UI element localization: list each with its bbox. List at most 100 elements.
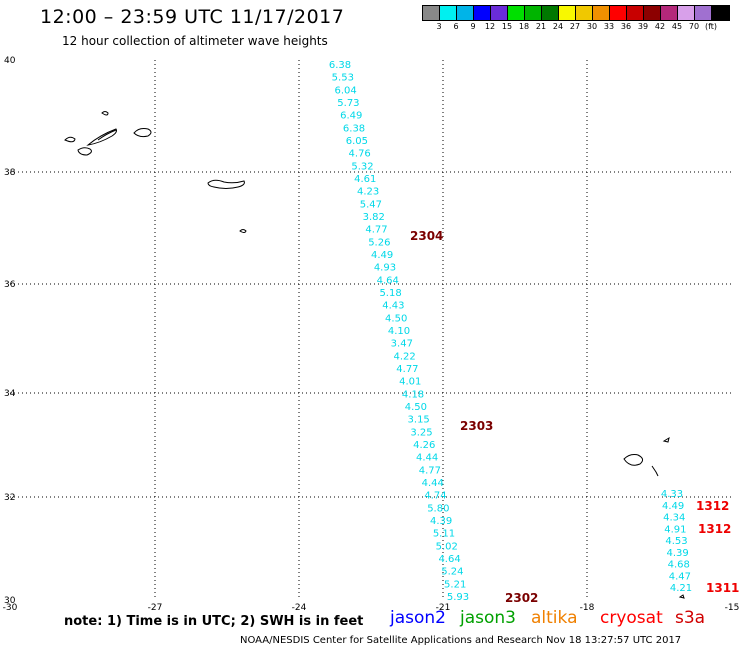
wave-height-label: 5.32: [351, 161, 373, 172]
legend-label: 45: [671, 22, 683, 31]
legend-swatch: [457, 6, 474, 20]
island-faial: [77, 147, 92, 156]
legend-label: 3: [436, 22, 442, 31]
island-porto-santo: [662, 436, 670, 443]
longitude-tick-label: -21: [436, 603, 451, 613]
footer-note: note: 1) Time is in UTC; 2) SWH is in fe…: [64, 614, 364, 629]
island-terceira: [133, 128, 152, 138]
wave-height-label: 4.44: [422, 478, 444, 489]
pass-time-label: 2304: [410, 229, 443, 243]
wave-height-label: 4.53: [665, 536, 687, 547]
island-selvagens: [678, 594, 685, 599]
legend-swatch: [610, 6, 627, 20]
wave-height-label: 6.38: [343, 123, 365, 134]
wave-height-label: 5.80: [427, 503, 449, 514]
legend-label: 42: [654, 22, 666, 31]
latitude-tick-label: 32: [4, 493, 15, 503]
legend-swatch: [661, 6, 678, 20]
color-legend: [422, 5, 730, 21]
legend-swatch: [695, 6, 712, 20]
island-corvo: [101, 111, 109, 116]
wave-height-label: 4.34: [663, 513, 685, 524]
legend-swatch: [508, 6, 525, 20]
pass-time-label: 1312: [696, 499, 729, 513]
island-sao-jorge: [97, 129, 117, 141]
wave-height-label: 4.76: [349, 149, 371, 160]
legend-label: 39: [637, 22, 649, 31]
longitude-tick-label: -27: [148, 603, 163, 613]
wave-height-label: 5.18: [379, 288, 401, 299]
wave-height-label: 5.93: [447, 592, 469, 603]
wave-height-label: 6.04: [334, 85, 356, 96]
longitude-tick-label: -15: [725, 603, 740, 613]
legend-label: 27: [569, 22, 581, 31]
island-sao-miguel: [207, 179, 245, 189]
wave-height-label: 4.39: [430, 516, 452, 527]
legend-swatch: [525, 6, 542, 20]
island-madeira: [623, 454, 644, 466]
legend-label: 24: [552, 22, 564, 31]
color-legend-labels: 3 6 9 12 15 18 21 24 27 30 33 36 39 42 45 70 (ft): [422, 22, 740, 34]
wave-height-label: 4.77: [419, 465, 441, 476]
map-title: 12:00 – 23:59 UTC 11/17/2017: [40, 6, 345, 28]
latitude-axis: 40 38 36 34 32 30: [4, 56, 16, 606]
legend-label: 36: [620, 22, 632, 31]
wave-height-label: 6.38: [329, 60, 351, 71]
legend-swatch: [491, 6, 508, 20]
legend-swatch: [678, 6, 695, 20]
legend-label: 21: [535, 22, 547, 31]
longitude-tick-label: -30: [3, 603, 18, 613]
wave-height-label: 4.50: [405, 402, 427, 413]
wave-height-label: 3.47: [391, 339, 413, 350]
wave-height-label: 4.64: [438, 554, 460, 565]
longitude-tick-label: -18: [580, 603, 595, 613]
wave-height-label: 4.39: [666, 548, 688, 559]
wave-height-label: 3.82: [363, 212, 385, 223]
legend-label: 15: [501, 22, 513, 31]
wave-height-label: 4.26: [413, 440, 435, 451]
credit-line: NOAA/NESDIS Center for Satellite Applica…: [240, 635, 682, 646]
legend-swatch: [627, 6, 644, 20]
pass-time-labels: 2304 2303 2302 1312 1312 1311: [410, 229, 739, 605]
longitude-axis: -30 -27 -24 -21 -18 -15: [3, 603, 740, 613]
wave-height-label: 4.77: [365, 225, 387, 236]
longitude-tick-label: -24: [292, 603, 307, 613]
island-desertas: [651, 465, 659, 477]
wave-height-label: 4.10: [388, 326, 410, 337]
wave-height-label: 6.49: [340, 111, 362, 122]
wave-height-label: 4.49: [662, 501, 684, 512]
wave-height-label: 5.73: [337, 98, 359, 109]
grid: [10, 60, 732, 600]
legend-swatch: [644, 6, 661, 20]
legend-label: 9: [470, 22, 476, 31]
legend-swatch: [474, 6, 491, 20]
wave-height-label: 4.44: [416, 453, 438, 464]
legend-swatch: [576, 6, 593, 20]
latitude-tick-label: 34: [4, 389, 16, 399]
wave-height-label: 4.68: [668, 560, 690, 571]
island-pico: [86, 128, 117, 146]
wave-height-label: 4.64: [377, 275, 399, 286]
legend-label: 6: [453, 22, 459, 31]
wave-height-label: 5.11: [433, 529, 455, 540]
wave-height-label: 4.77: [396, 364, 418, 375]
legend-label: 18: [518, 22, 530, 31]
legend-swatch: [542, 6, 559, 20]
wave-height-label: 4.18: [402, 389, 424, 400]
latitude-tick-label: 30: [4, 596, 16, 606]
pass-time-label: 2302: [505, 591, 538, 605]
wave-height-label: 4.93: [374, 263, 396, 274]
latitude-tick-label: 40: [4, 56, 16, 66]
legend-jason2: jason2: [390, 608, 446, 628]
wave-height-label: 5.53: [332, 73, 354, 84]
wave-height-label: 4.91: [664, 524, 686, 535]
legend-swatch: [712, 6, 729, 20]
legend-label: 70: [688, 22, 700, 31]
legend-jason3: jason3: [460, 608, 516, 628]
wave-track-west: 6.385.536.045.736.496.386.054.765.324.61…: [329, 60, 469, 603]
pass-time-label: 2303: [460, 419, 493, 433]
wave-track-east: 4.334.494.344.914.534.394.684.474.21: [661, 489, 692, 594]
wave-height-label: 4.23: [357, 187, 379, 198]
wave-height-label: 5.02: [436, 541, 458, 552]
